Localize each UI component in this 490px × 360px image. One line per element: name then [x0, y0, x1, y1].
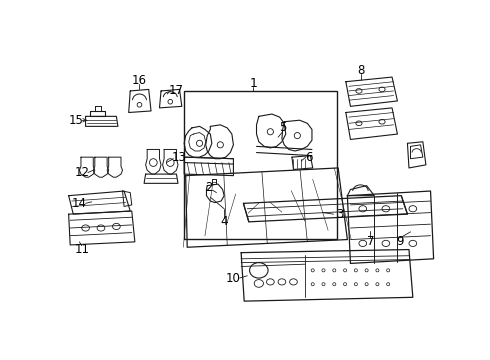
Text: 7: 7: [367, 235, 374, 248]
Text: 16: 16: [132, 74, 147, 87]
Text: 9: 9: [396, 235, 403, 248]
Text: 17: 17: [169, 85, 184, 98]
Text: 10: 10: [226, 271, 241, 284]
Text: 4: 4: [220, 215, 228, 228]
Text: 15: 15: [69, 114, 84, 127]
Text: 1: 1: [249, 77, 257, 90]
Text: 3: 3: [336, 208, 343, 221]
Text: 13: 13: [172, 150, 187, 164]
Bar: [184, 91, 337, 239]
Text: 8: 8: [358, 64, 365, 77]
Text: 14: 14: [72, 197, 87, 210]
Text: 11: 11: [74, 243, 89, 256]
Text: 2: 2: [205, 181, 213, 194]
Text: 5: 5: [279, 121, 286, 134]
Text: 12: 12: [74, 166, 89, 179]
Text: 6: 6: [305, 150, 313, 164]
